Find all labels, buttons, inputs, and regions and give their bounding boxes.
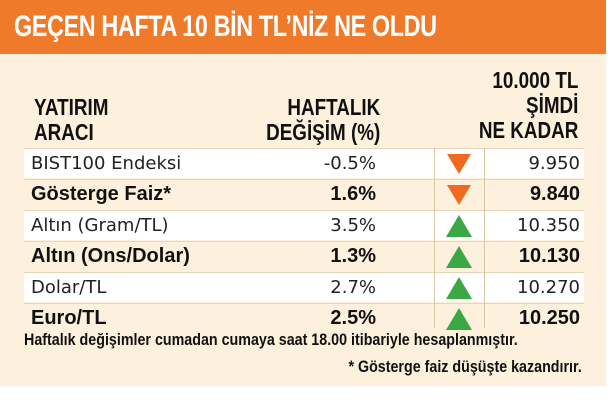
table-row: Altın (Gram/TL) 3.5% 10.350 xyxy=(24,210,584,240)
current-value: 9.840 xyxy=(529,183,580,205)
up-arrow-icon xyxy=(446,246,472,268)
header-col3-line2: ŞİMDİ xyxy=(525,92,578,118)
instrument-name: Euro/TL xyxy=(31,307,107,329)
column-divider xyxy=(484,148,485,328)
current-value: 10.250 xyxy=(518,307,580,329)
weekly-change: -0.5% xyxy=(323,153,376,174)
footnote-methodology: Haftalık değişimler cumadan cumaya saat … xyxy=(24,330,518,349)
header-investment-instrument: YATIRIM ARACI xyxy=(34,95,108,145)
weekly-change: 2.5% xyxy=(330,307,376,329)
up-arrow-icon xyxy=(446,215,472,237)
up-arrow-icon xyxy=(446,308,472,330)
current-value: 10.130 xyxy=(518,245,580,267)
down-arrow-icon xyxy=(447,185,471,205)
title-banner: GEÇEN HAFTA 10 BİN TL’NİZ NE OLDU xyxy=(0,0,606,54)
header-col1-line2: ARACI xyxy=(34,119,94,145)
down-arrow-icon xyxy=(447,154,471,174)
header-current-value: 10.000 TL ŞİMDİ NE KADAR xyxy=(478,68,578,143)
footnote-benchmark-rate: * Gösterge faiz düşüşte kazandırır. xyxy=(348,357,582,376)
column-divider xyxy=(434,148,435,328)
current-value: 9.950 xyxy=(528,153,580,174)
header-col3-line1: 10.000 TL xyxy=(492,67,578,93)
table-row: Altın (Ons/Dolar) 1.3% 10.130 xyxy=(24,241,584,271)
table-row: Dolar/TL 2.7% 10.270 xyxy=(24,272,584,302)
weekly-change: 1.6% xyxy=(330,183,376,205)
header-col3-line3: NE KADAR xyxy=(478,117,578,143)
weekly-change: 2.7% xyxy=(330,277,376,298)
instrument-name: BIST100 Endeksi xyxy=(31,153,182,174)
instrument-name: Dolar/TL xyxy=(31,277,107,298)
current-value: 10.350 xyxy=(517,215,580,236)
table-row: Gösterge Faiz* 1.6% 9.840 xyxy=(24,179,584,209)
weekly-change: 1.3% xyxy=(330,245,376,267)
data-table: BIST100 Endeksi -0.5% 9.950 Gösterge Fai… xyxy=(24,148,584,334)
header-col1-line1: YATIRIM xyxy=(34,94,109,120)
table-row: BIST100 Endeksi -0.5% 9.950 xyxy=(24,148,584,178)
weekly-change: 3.5% xyxy=(330,215,376,236)
header-col2-line2: DEĞİŞİM (%) xyxy=(265,119,380,145)
table-row: Euro/TL 2.5% 10.250 xyxy=(24,303,584,333)
infographic-title: GEÇEN HAFTA 10 BİN TL’NİZ NE OLDU xyxy=(14,10,437,43)
instrument-name: Gösterge Faiz* xyxy=(31,183,172,205)
up-arrow-icon xyxy=(446,277,472,299)
header-col2-line1: HAFTALIK xyxy=(287,94,380,120)
instrument-name: Altın (Gram/TL) xyxy=(31,215,169,236)
current-value: 10.270 xyxy=(517,277,580,298)
header-weekly-change: HAFTALIK DEĞİŞİM (%) xyxy=(266,95,380,145)
instrument-name: Altın (Ons/Dolar) xyxy=(31,245,190,267)
